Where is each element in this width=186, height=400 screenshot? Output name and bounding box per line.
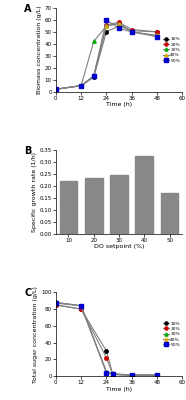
10%	[80, 307, 82, 312]
10%	[55, 302, 57, 307]
30%	[131, 30, 133, 34]
50%	[105, 18, 108, 22]
30%	[112, 372, 114, 377]
10%	[80, 83, 82, 88]
40%	[80, 83, 82, 88]
Line: 20%: 20%	[54, 21, 159, 91]
Bar	[161, 193, 179, 234]
10%	[156, 30, 158, 34]
40%	[55, 87, 57, 92]
Text: A: A	[24, 4, 32, 14]
50%	[118, 26, 120, 31]
Legend: 10%, 20%, 30%, 40%, 50%: 10%, 20%, 30%, 40%, 50%	[163, 37, 180, 63]
20%	[156, 30, 158, 34]
10%	[131, 373, 133, 378]
30%	[80, 303, 82, 308]
Y-axis label: Total sugar concentration (g/L): Total sugar concentration (g/L)	[33, 286, 38, 383]
20%	[80, 83, 82, 88]
X-axis label: DO setpoint (%): DO setpoint (%)	[94, 244, 144, 249]
40%	[105, 24, 108, 28]
50%	[55, 301, 57, 306]
Line: 10%: 10%	[54, 24, 159, 91]
Bar	[60, 181, 77, 234]
10%	[112, 372, 114, 377]
40%	[156, 33, 158, 38]
50%	[131, 30, 133, 34]
30%	[156, 373, 158, 378]
50%	[80, 303, 82, 308]
40%	[131, 30, 133, 34]
Bar	[135, 156, 153, 234]
30%	[156, 33, 158, 38]
10%	[93, 75, 95, 80]
10%	[118, 24, 120, 28]
Line: 50%: 50%	[54, 18, 159, 91]
10%	[131, 28, 133, 33]
X-axis label: Time (h): Time (h)	[106, 102, 132, 107]
10%	[156, 373, 158, 378]
30%	[55, 300, 57, 305]
40%	[105, 370, 108, 374]
Legend: 10%, 20%, 30%, 40%, 50%: 10%, 20%, 30%, 40%, 50%	[163, 321, 180, 347]
30%	[93, 39, 95, 44]
Line: 10%: 10%	[54, 303, 159, 377]
Y-axis label: Biomass concentration (g/L): Biomass concentration (g/L)	[37, 6, 42, 94]
10%	[105, 30, 108, 34]
Text: C: C	[24, 288, 31, 298]
40%	[55, 300, 57, 305]
50%	[156, 34, 158, 39]
Line: 30%: 30%	[54, 301, 159, 377]
40%	[112, 371, 114, 376]
20%	[55, 302, 57, 307]
30%	[118, 21, 120, 26]
Line: 40%: 40%	[54, 301, 159, 377]
Bar	[85, 178, 103, 234]
20%	[105, 355, 108, 360]
30%	[105, 24, 108, 28]
40%	[156, 373, 158, 378]
Text: B: B	[24, 146, 32, 156]
20%	[93, 74, 95, 78]
20%	[112, 372, 114, 377]
X-axis label: Time (h): Time (h)	[106, 386, 132, 392]
Bar	[110, 175, 128, 234]
50%	[156, 373, 158, 378]
30%	[80, 83, 82, 88]
20%	[105, 22, 108, 27]
Y-axis label: Specific growth rate (1/h): Specific growth rate (1/h)	[32, 152, 37, 232]
50%	[112, 372, 114, 377]
40%	[80, 303, 82, 308]
Line: 20%: 20%	[54, 303, 159, 377]
20%	[118, 20, 120, 25]
10%	[105, 348, 108, 353]
30%	[131, 373, 133, 378]
Line: 50%: 50%	[54, 302, 159, 377]
Line: 40%: 40%	[54, 22, 159, 91]
30%	[105, 370, 108, 374]
40%	[131, 373, 133, 378]
50%	[131, 373, 133, 378]
20%	[131, 27, 133, 32]
40%	[118, 21, 120, 26]
50%	[93, 74, 95, 78]
40%	[93, 74, 95, 78]
50%	[105, 370, 108, 375]
10%	[55, 87, 57, 92]
50%	[55, 87, 57, 92]
30%	[55, 87, 57, 92]
20%	[131, 373, 133, 378]
Line: 30%: 30%	[54, 22, 159, 91]
20%	[80, 307, 82, 312]
20%	[156, 373, 158, 378]
50%	[80, 83, 82, 88]
20%	[55, 87, 57, 92]
